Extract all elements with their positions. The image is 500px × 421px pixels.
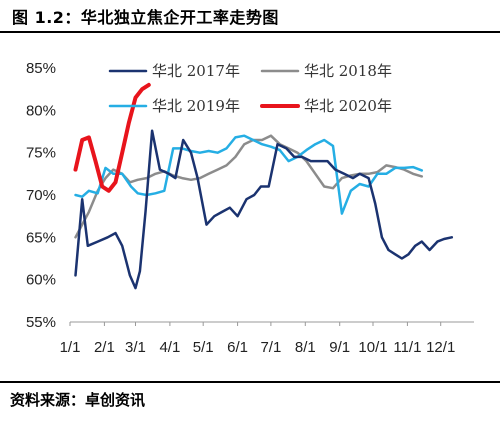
x-tick-label: 7/1 xyxy=(260,339,281,356)
x-tick-label: 8/1 xyxy=(295,339,316,356)
series-line-2 xyxy=(74,134,424,215)
legend-label: 华北 2017年 xyxy=(152,62,240,80)
x-tick-label: 11/1 xyxy=(393,339,421,356)
series-line-3 xyxy=(73,82,151,193)
legend-label: 华北 2018年 xyxy=(304,62,392,80)
y-tick-label: 65% xyxy=(26,229,56,246)
y-tick-label: 80% xyxy=(26,102,56,119)
y-tick-label: 75% xyxy=(26,145,56,162)
legend-label: 华北 2020年 xyxy=(304,97,392,115)
x-tick-label: 10/1 xyxy=(358,339,387,356)
legend-label: 华北 2019年 xyxy=(152,97,240,115)
x-tick-label: 12/1 xyxy=(426,339,455,356)
y-tick-label: 85% xyxy=(26,60,56,77)
x-tick-label: 4/1 xyxy=(159,339,180,356)
top-rule xyxy=(0,31,500,33)
x-tick-label: 1/1 xyxy=(60,339,81,356)
x-tick-label: 9/1 xyxy=(329,339,350,356)
y-tick-label: 70% xyxy=(26,187,56,204)
x-tick-label: 5/1 xyxy=(193,339,214,356)
series-line-0 xyxy=(74,129,454,290)
y-tick-label: 55% xyxy=(26,314,56,331)
bottom-rule xyxy=(0,381,500,383)
chart-title: 图 1.2：华北独立焦企开工率走势图 xyxy=(12,8,279,27)
x-tick-label: 3/1 xyxy=(125,339,146,356)
x-tick-label: 2/1 xyxy=(94,339,115,356)
y-tick-label: 60% xyxy=(26,272,56,289)
x-tick-label: 6/1 xyxy=(227,339,248,356)
source-note: 资料来源：卓创资讯 xyxy=(10,391,146,409)
